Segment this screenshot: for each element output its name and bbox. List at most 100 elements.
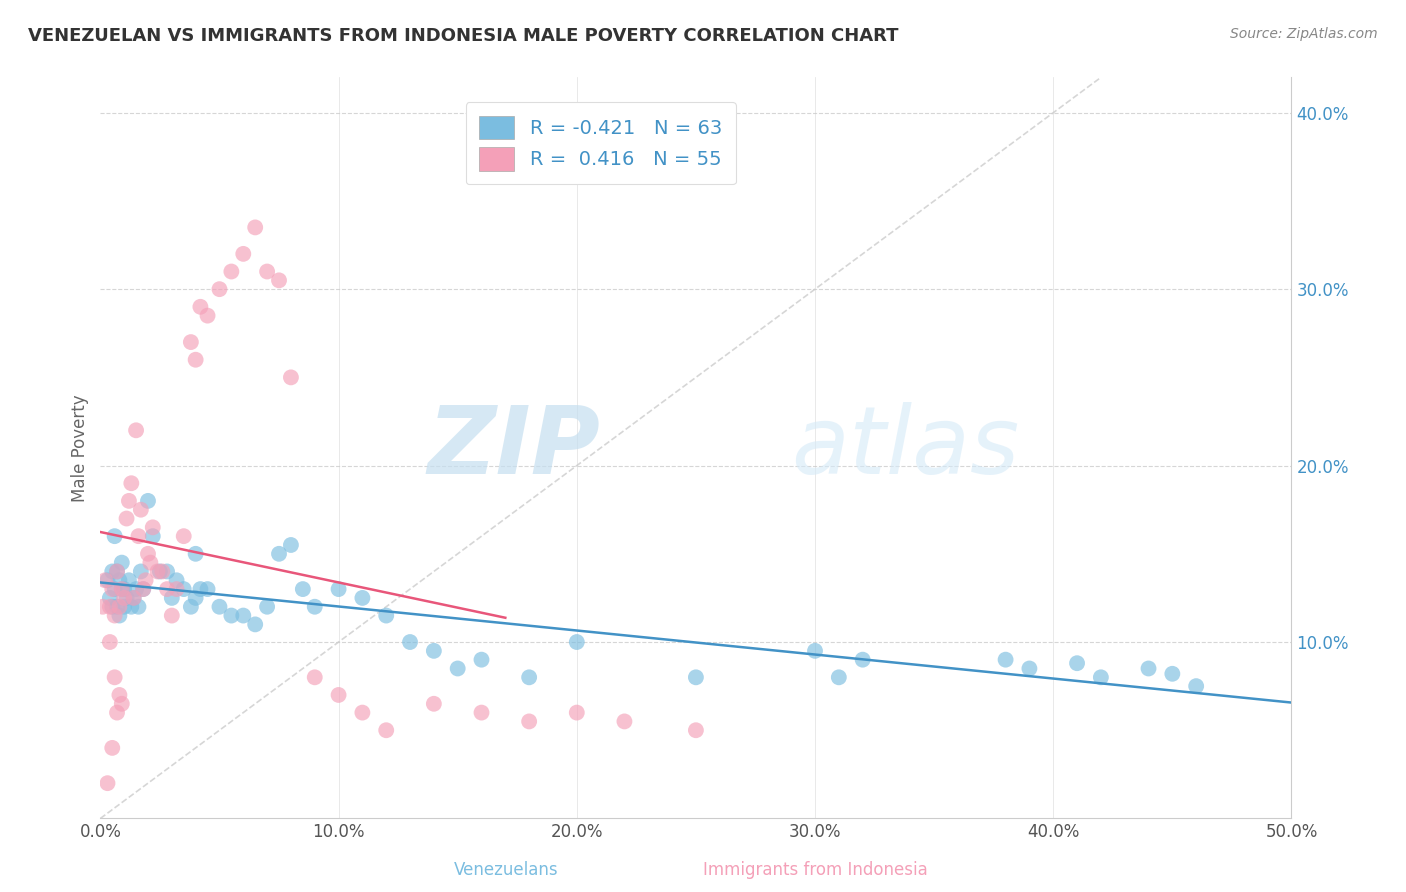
Point (685, 723, 707, 738)
Point (98, 599, 121, 614)
Point (828, 670, 851, 684)
Point (127, 599, 149, 614)
Point (111, 697, 134, 711)
Point (685, 670, 707, 684)
Point (245, 617, 267, 632)
Text: Venezuelans: Venezuelans (454, 861, 558, 879)
Point (173, 529, 195, 543)
Point (122, 591, 145, 605)
Text: ZIP: ZIP (427, 402, 600, 494)
Point (184, 352, 207, 367)
Point (852, 653, 875, 667)
Point (994, 653, 1017, 667)
Y-axis label: Male Poverty: Male Poverty (72, 394, 89, 502)
Point (112, 582, 135, 596)
Point (613, 714, 636, 729)
Point (149, 565, 172, 579)
Point (101, 599, 124, 614)
Text: atlas: atlas (792, 402, 1019, 493)
Point (115, 511, 138, 525)
Point (208, 282, 231, 296)
Point (127, 529, 149, 543)
Legend: R = -0.421   N = 63, R =  0.416   N = 55: R = -0.421 N = 63, R = 0.416 N = 55 (465, 102, 735, 185)
Point (91, 599, 114, 614)
Point (180, 335, 202, 350)
Point (111, 582, 134, 596)
Point (108, 599, 131, 614)
Point (105, 599, 128, 614)
Point (190, 300, 212, 314)
Point (267, 273, 290, 287)
Point (150, 565, 173, 579)
Point (565, 635, 588, 649)
Point (156, 582, 179, 596)
Point (256, 264, 278, 278)
Point (98, 635, 121, 649)
Point (352, 591, 374, 605)
Point (156, 565, 179, 579)
Point (129, 565, 152, 579)
Point (105, 706, 128, 720)
Point (111, 556, 134, 570)
Point (565, 706, 588, 720)
Point (304, 599, 326, 614)
Text: VENEZUELAN VS IMMIGRANTS FROM INDONESIA MALE POVERTY CORRELATION CHART: VENEZUELAN VS IMMIGRANTS FROM INDONESIA … (28, 27, 898, 45)
Point (423, 697, 446, 711)
Point (94, 574, 117, 588)
Point (142, 529, 165, 543)
Point (139, 556, 162, 570)
Point (120, 599, 142, 614)
Point (105, 565, 128, 579)
Point (245, 220, 267, 235)
Point (108, 574, 131, 588)
Point (136, 547, 159, 561)
Point (208, 599, 231, 614)
Point (108, 688, 131, 702)
Point (1090, 670, 1112, 684)
Point (132, 582, 155, 596)
Point (104, 582, 127, 596)
Point (96, 574, 118, 588)
Point (146, 565, 169, 579)
Point (304, 670, 326, 684)
Point (328, 582, 350, 596)
Point (142, 520, 165, 534)
Point (232, 608, 254, 623)
Point (470, 653, 492, 667)
Point (104, 670, 127, 684)
Point (132, 582, 155, 596)
Point (104, 529, 127, 543)
Point (190, 582, 212, 596)
Point (101, 565, 124, 579)
Point (125, 423, 148, 437)
Point (267, 547, 290, 561)
Point (101, 740, 124, 755)
Point (101, 582, 124, 596)
Point (125, 582, 148, 596)
Point (1161, 666, 1184, 681)
Point (221, 608, 243, 623)
Point (1137, 661, 1160, 675)
Point (136, 494, 159, 508)
Point (256, 599, 278, 614)
Point (423, 644, 446, 658)
Point (352, 706, 374, 720)
Point (105, 565, 128, 579)
Point (180, 599, 202, 614)
Point (104, 608, 127, 623)
Point (447, 661, 470, 675)
Point (804, 644, 827, 658)
Point (120, 476, 142, 491)
Point (221, 264, 243, 278)
Point (166, 574, 188, 588)
Point (166, 582, 188, 596)
Point (112, 591, 135, 605)
Point (517, 670, 540, 684)
Point (197, 309, 219, 323)
Text: Source: ZipAtlas.com: Source: ZipAtlas.com (1230, 27, 1378, 41)
Point (173, 582, 195, 596)
Point (375, 723, 398, 738)
Point (111, 582, 134, 596)
Point (160, 591, 183, 605)
Point (328, 688, 350, 702)
